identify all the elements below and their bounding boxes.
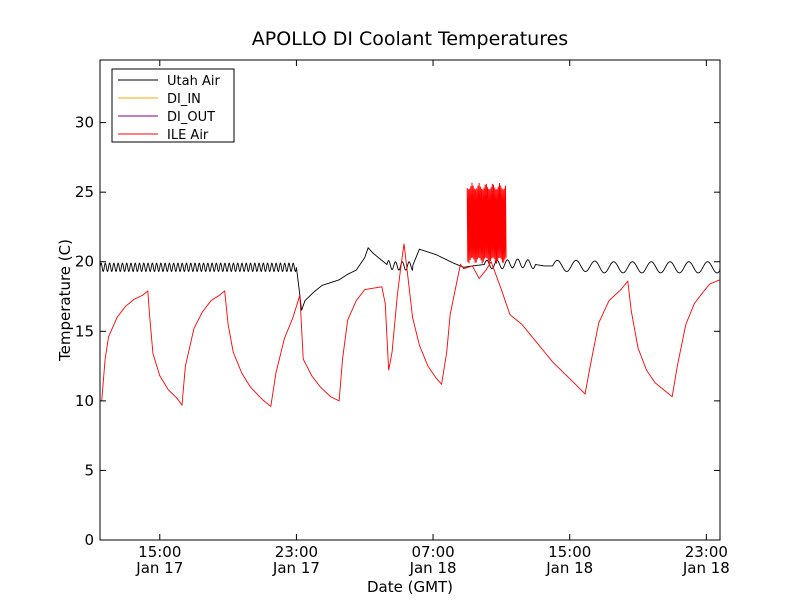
y-axis-label: Temperature (C) — [56, 239, 74, 362]
x-tick-time-label: 15:00 — [138, 543, 181, 561]
legend-label: ILE Air — [167, 128, 209, 143]
series-line — [101, 243, 720, 408]
x-tick-time-label: 23:00 — [275, 543, 318, 561]
x-tick-time-label: 15:00 — [548, 543, 591, 561]
y-tick-label: 0 — [84, 531, 94, 549]
series-utah-air — [100, 246, 720, 311]
legend-label: Utah Air — [167, 74, 220, 89]
y-tick-label: 20 — [75, 253, 94, 271]
series-line — [100, 246, 720, 311]
x-axis-label: Date (GMT) — [367, 578, 453, 596]
x-tick-time-label: 07:00 — [411, 543, 454, 561]
y-axis: 0 5 10 15 20 25 30 — [75, 114, 720, 549]
y-tick-label: 10 — [75, 392, 94, 410]
y-tick-label: 5 — [84, 461, 94, 479]
plot-area-frame — [99, 59, 721, 541]
legend-frame — [111, 68, 235, 143]
x-tick-time-label: 23:00 — [685, 543, 728, 561]
series-ile-air — [101, 182, 720, 408]
x-tick-date-label: Jan 17 — [135, 559, 183, 577]
chart-title: APOLLO DI Coolant Temperatures — [252, 28, 568, 50]
x-tick-date-label: Jan 18 — [545, 559, 593, 577]
y-tick-label: 25 — [75, 183, 94, 201]
legend-label: DI_OUT — [167, 110, 215, 125]
x-tick-date-label: Jan 17 — [272, 559, 320, 577]
legend-label: DI_IN — [167, 92, 201, 107]
series-layer — [100, 182, 720, 408]
legend: Utah Air DI_IN DI_OUT ILE Air — [111, 68, 235, 143]
series-spike-band — [466, 182, 507, 265]
y-tick-label: 15 — [75, 322, 94, 340]
x-tick-date-label: Jan 18 — [682, 559, 730, 577]
y-tick-label: 30 — [75, 114, 94, 132]
x-tick-date-label: Jan 18 — [409, 559, 457, 577]
